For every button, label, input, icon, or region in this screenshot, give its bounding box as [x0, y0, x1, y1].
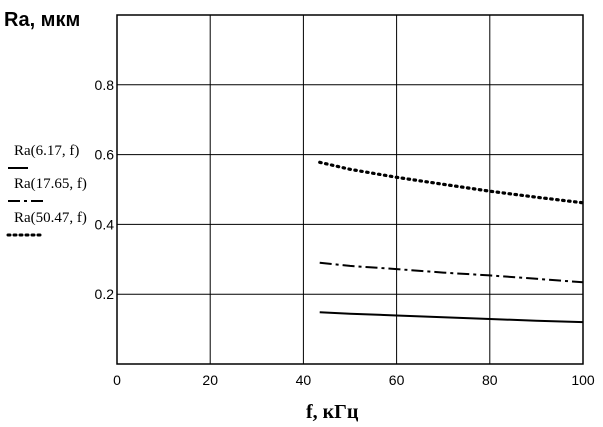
legend-label-series-1: Ra(6.17, f): [14, 143, 79, 159]
x-tick-label: 40: [296, 372, 312, 388]
x-tick-label: 60: [389, 372, 405, 388]
y-tick-label: 0.6: [95, 147, 115, 163]
x-tick-label: 100: [571, 372, 595, 388]
series-line-1: [319, 311, 584, 324]
series-layer: [318, 160, 585, 324]
y-tick-label: 0.4: [95, 216, 115, 232]
y-tick-label: 0.2: [95, 286, 115, 302]
tick-labels: 0 20 40 60 80 100 0.2 0.4 0.6 0.8: [95, 77, 595, 388]
plot-frame: [116, 14, 584, 365]
series-line-2: [319, 261, 584, 284]
y-tick-label: 0.8: [95, 77, 115, 93]
x-tick-label: 0: [113, 372, 121, 388]
x-axis-label: f, кГц: [306, 401, 359, 423]
x-tick-label: 20: [202, 372, 218, 388]
x-tick-label: 80: [482, 372, 498, 388]
legend-label-series-3: Ra(50.47, f): [14, 210, 87, 226]
series-line-3: [318, 160, 585, 205]
y-axis-label: Ra, мкм: [4, 9, 80, 31]
grid: [117, 15, 583, 364]
legend-label-series-2: Ra(17.65, f): [14, 176, 87, 192]
legend: Ra(6.17, f) Ra(17.65, f) Ra(50.47, f): [6, 143, 87, 237]
